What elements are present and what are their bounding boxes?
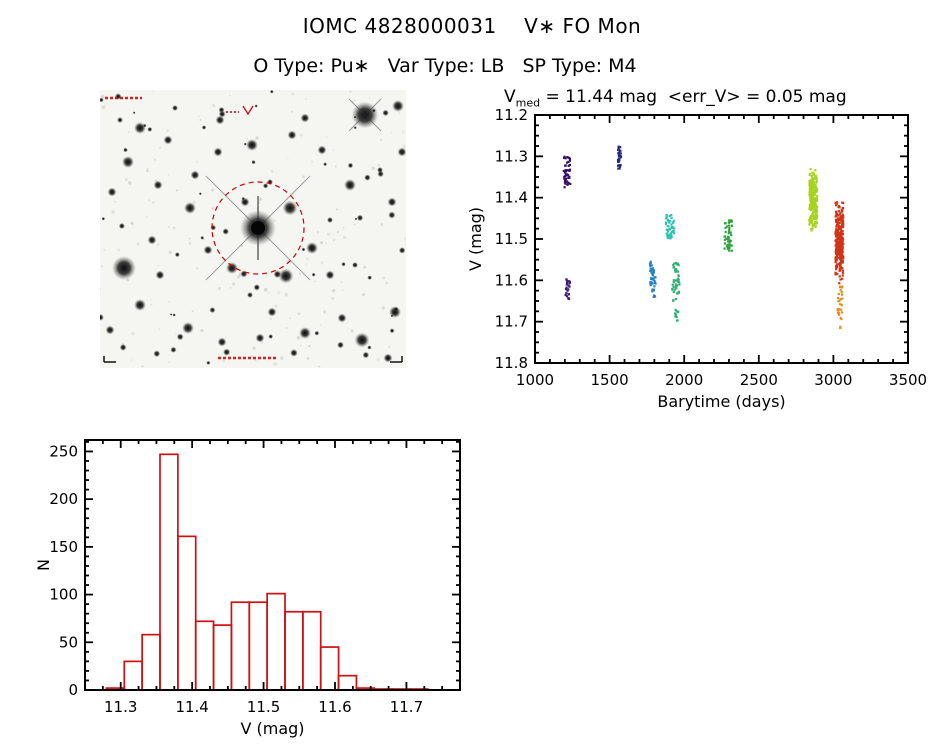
svg-text:11.2: 11.2 [495, 106, 528, 124]
svg-text:11.8: 11.8 [495, 354, 528, 372]
svg-text:V (mag): V (mag) [466, 207, 485, 271]
svg-text:0: 0 [68, 681, 78, 699]
lightcurve-title-sub: med [515, 96, 541, 110]
lightcurve-title-rest: = 11.44 mag <err_V> = 0.05 mag [540, 87, 847, 107]
svg-text:1500: 1500 [591, 371, 629, 389]
svg-text:N: N [34, 559, 53, 571]
lightcurve-title: Vmed = 11.44 mag <err_V> = 0.05 mag [504, 87, 847, 109]
svg-text:11.3: 11.3 [104, 698, 137, 716]
svg-text:200: 200 [49, 490, 78, 508]
svg-text:150: 150 [49, 538, 78, 556]
svg-text:Barytime (days): Barytime (days) [657, 392, 785, 411]
page-title: IOMC 4828000031 V∗ FO Mon [302, 14, 642, 38]
svg-text:100: 100 [49, 586, 78, 604]
svg-text:11.5: 11.5 [247, 698, 280, 716]
svg-text:11.6: 11.6 [495, 271, 528, 289]
lightcurve-svg: 1000 1500 2000 2500 3000 3500 11.2 11.3 11.4 11.5… [466, 106, 927, 411]
svg-text:11.3: 11.3 [495, 147, 528, 165]
histogram-plot: 11.3 11.4 11.5 11.6 11.7 0 50 100 150 200 250 V (ma… [30, 425, 495, 747]
histogram-svg: 11.3 11.4 11.5 11.6 11.7 0 50 100 150 200 250 V (ma… [34, 439, 461, 738]
star-field-image [100, 90, 406, 368]
svg-text:11.7: 11.7 [390, 698, 423, 716]
lightcurve-plot: Vmed = 11.44 mag <err_V> = 0.05 mag 1000… [460, 85, 940, 425]
svg-text:11.7: 11.7 [495, 313, 528, 331]
svg-text:11.4: 11.4 [495, 189, 528, 207]
svg-text:2500: 2500 [740, 371, 778, 389]
star-field-svg [100, 90, 406, 368]
page-subtitle: O Type: Pu∗ Var Type: LB SP Type: M4 [253, 55, 637, 77]
svg-text:3500: 3500 [889, 371, 927, 389]
svg-text:1000: 1000 [516, 371, 554, 389]
svg-text:50: 50 [59, 633, 78, 651]
svg-text:11.6: 11.6 [318, 698, 351, 716]
svg-text:11.4: 11.4 [175, 698, 208, 716]
svg-text:11.5: 11.5 [495, 230, 528, 248]
svg-text:250: 250 [49, 442, 78, 460]
lightcurve-title-prefix: V [504, 87, 516, 107]
svg-text:2000: 2000 [665, 371, 703, 389]
svg-text:3000: 3000 [814, 371, 852, 389]
svg-text:V (mag): V (mag) [240, 719, 304, 738]
